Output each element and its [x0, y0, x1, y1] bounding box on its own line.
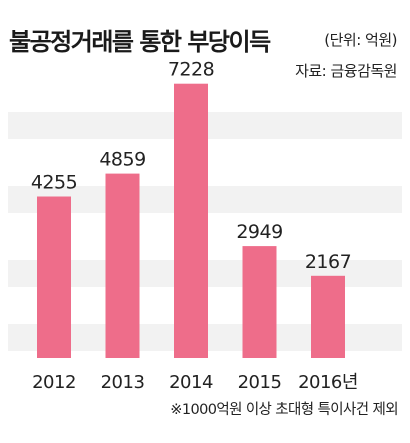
bar-value-label: 2949: [236, 221, 282, 243]
x-tick-label: 2016년: [298, 372, 358, 393]
bar: [311, 275, 345, 358]
value-labels: 4255 4859 7228 2949 2167: [31, 59, 352, 273]
x-tick-label: 2015: [238, 372, 282, 393]
x-tick-label: 2012: [32, 372, 76, 393]
x-axis-tick-labels: 2012 2013 2014 2015 2016년: [32, 372, 358, 393]
footnote: ※1000억원 이상 초대형 특이사건 제외: [170, 402, 398, 418]
bar-value-label: 4859: [99, 149, 145, 171]
bar-value-label: 4255: [31, 172, 77, 194]
bar: [37, 196, 71, 358]
chart-title: 불공정거래를 통한 부당이득: [9, 28, 271, 56]
bar-series: [37, 83, 345, 358]
bar-value-label: 7228: [168, 59, 214, 81]
source-label: 자료: 금융감독원: [295, 62, 397, 80]
bar: [105, 173, 140, 358]
x-tick-label: 2013: [101, 372, 145, 393]
bar-value-label: 2167: [305, 251, 351, 273]
unit-label: (단위: 억원): [324, 31, 397, 49]
bar: [174, 83, 208, 358]
x-tick-label: 2014: [169, 372, 213, 393]
bar: [242, 246, 277, 358]
